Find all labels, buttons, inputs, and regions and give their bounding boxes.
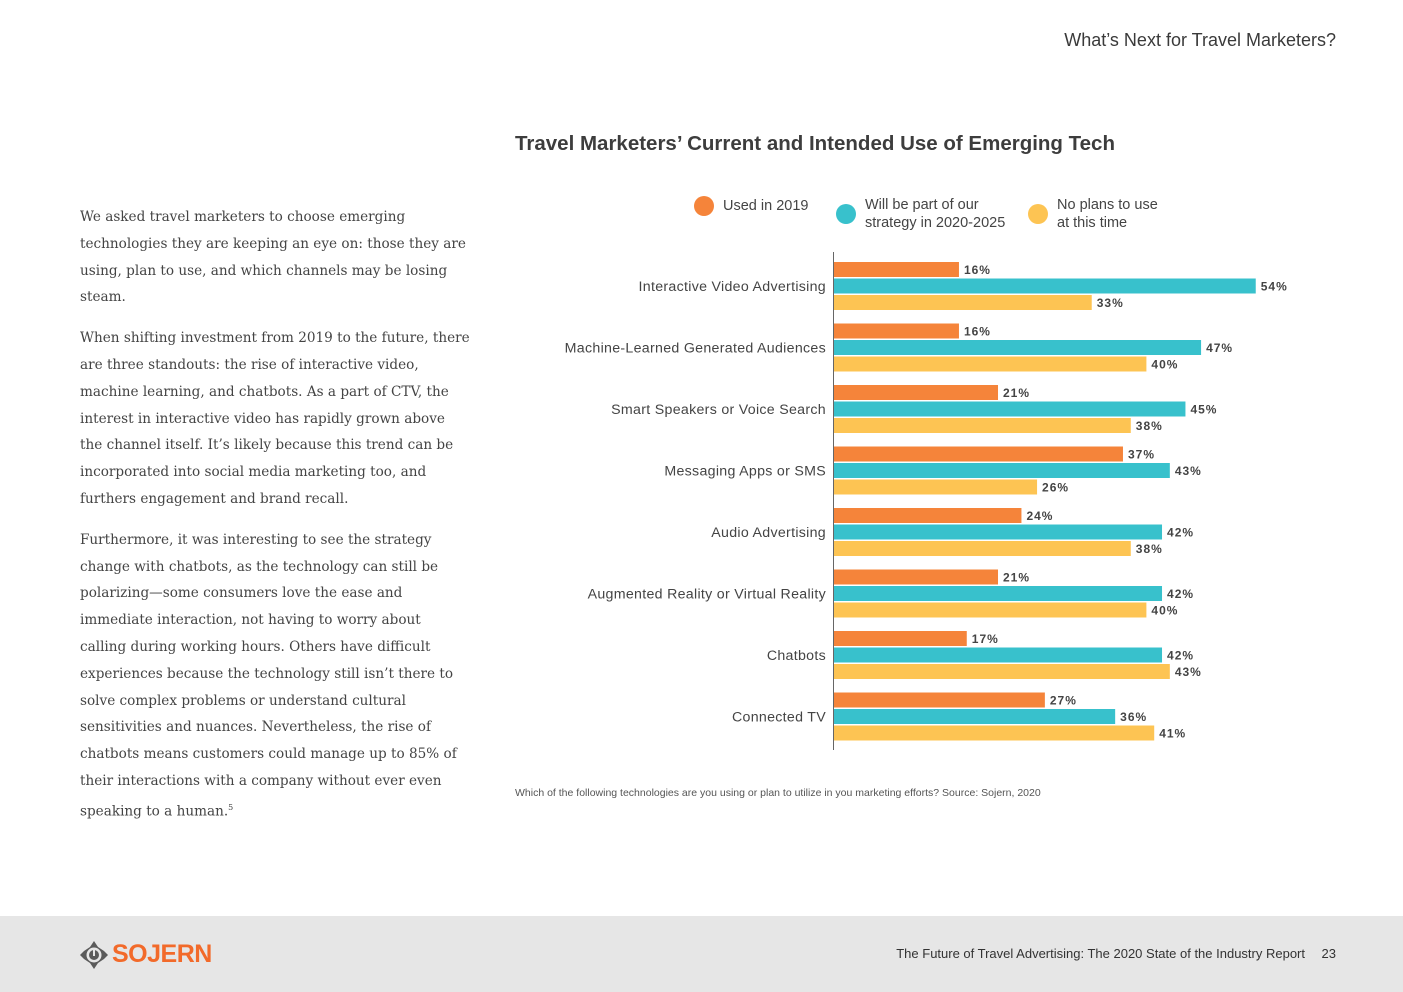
bar — [834, 602, 1147, 618]
category-label: Chatbots — [767, 648, 826, 664]
bar — [834, 664, 1170, 679]
legend-dot-icon — [836, 204, 856, 224]
category-label: Smart Speakers or Voice Search — [611, 402, 826, 418]
category-label: Augmented Reality or Virtual Reality — [588, 587, 827, 603]
sojern-logo: SOJERN — [80, 940, 212, 969]
data-label: 42% — [1167, 587, 1194, 601]
legend-item-used-2019: Used in 2019 — [694, 196, 808, 216]
chart-title: Travel Marketers’ Current and Intended U… — [515, 132, 1115, 155]
data-label: 40% — [1151, 358, 1178, 372]
bar — [834, 479, 1038, 495]
bar — [834, 356, 1147, 372]
bar — [834, 323, 959, 339]
category-label: Connected TV — [732, 710, 826, 726]
bar — [834, 401, 1186, 417]
bar — [834, 446, 1123, 462]
bar — [834, 295, 1092, 310]
bar — [834, 647, 1163, 663]
data-label: 47% — [1206, 341, 1233, 355]
data-label: 36% — [1120, 710, 1147, 724]
paragraph: We asked travel marketers to choose emer… — [80, 209, 466, 306]
bar — [834, 709, 1116, 724]
data-label: 24% — [1026, 509, 1053, 523]
category-label: Messaging Apps or SMS — [664, 464, 826, 480]
footnote-marker: 5 — [228, 802, 234, 812]
data-label: 42% — [1167, 649, 1194, 663]
data-label: 43% — [1175, 665, 1202, 679]
legend-dot-icon — [694, 196, 714, 216]
data-label: 45% — [1190, 403, 1217, 417]
category-label: Interactive Video Advertising — [639, 279, 826, 295]
legend-item-future: Will be part of our strategy in 2020-2025 — [836, 196, 1005, 232]
footer: SOJERN The Future of Travel Advertising:… — [0, 916, 1403, 992]
bar — [834, 463, 1170, 478]
data-label: 41% — [1159, 727, 1186, 741]
body-text: We asked travel marketers to choose emer… — [80, 204, 470, 839]
report-title: The Future of Travel Advertising: The 20… — [896, 946, 1305, 961]
legend-dot-icon — [1028, 204, 1048, 224]
data-label: 38% — [1136, 542, 1163, 556]
data-label: 40% — [1151, 604, 1178, 618]
data-label: 21% — [1003, 571, 1030, 585]
bar — [834, 508, 1022, 523]
category-label: Audio Advertising — [711, 525, 826, 541]
legend-label: Will be part of our strategy in 2020-2025 — [865, 197, 1006, 231]
bar — [834, 524, 1163, 540]
bar — [834, 692, 1045, 708]
bar — [834, 385, 999, 400]
bar — [834, 418, 1131, 433]
chart-source: Which of the following technologies are … — [515, 787, 1041, 799]
data-label: 54% — [1261, 280, 1288, 294]
legend-label: Used in 2019 — [723, 198, 809, 214]
bar — [834, 631, 967, 646]
bar-chart: Interactive Video Advertising 16% 54% 33% Ma… — [565, 252, 1288, 750]
data-label: 37% — [1128, 448, 1155, 462]
data-label: 27% — [1050, 694, 1077, 708]
legend-item-no-plans: No plans to use at this time — [1028, 196, 1158, 232]
data-label: 16% — [964, 325, 991, 339]
bar — [834, 262, 959, 277]
paragraph-text: Furthermore, it was interesting to see t… — [80, 531, 457, 820]
paragraph: When shifting investment from 2019 to th… — [80, 330, 470, 507]
legend-label: No plans to use at this time — [1057, 197, 1158, 231]
bar — [834, 569, 999, 585]
data-label: 38% — [1136, 419, 1163, 433]
data-label: 21% — [1003, 386, 1030, 400]
logo-text: SOJERN — [112, 940, 212, 968]
bar — [834, 541, 1131, 556]
page-number: 23 — [1321, 946, 1336, 961]
data-label: 26% — [1042, 481, 1069, 495]
data-label: 42% — [1167, 526, 1194, 540]
section-title: What’s Next for Travel Marketers? — [1064, 30, 1336, 50]
bar — [834, 340, 1202, 355]
bar — [834, 586, 1163, 601]
bar — [834, 725, 1155, 741]
data-label: 16% — [964, 263, 991, 277]
category-label: Machine-Learned Generated Audiences — [565, 341, 826, 357]
data-label: 43% — [1175, 464, 1202, 478]
compass-icon — [80, 940, 108, 969]
data-label: 17% — [972, 632, 999, 646]
data-label: 33% — [1097, 296, 1124, 310]
bar — [834, 278, 1256, 294]
paragraph: Furthermore, it was interesting to see t… — [80, 527, 470, 825]
